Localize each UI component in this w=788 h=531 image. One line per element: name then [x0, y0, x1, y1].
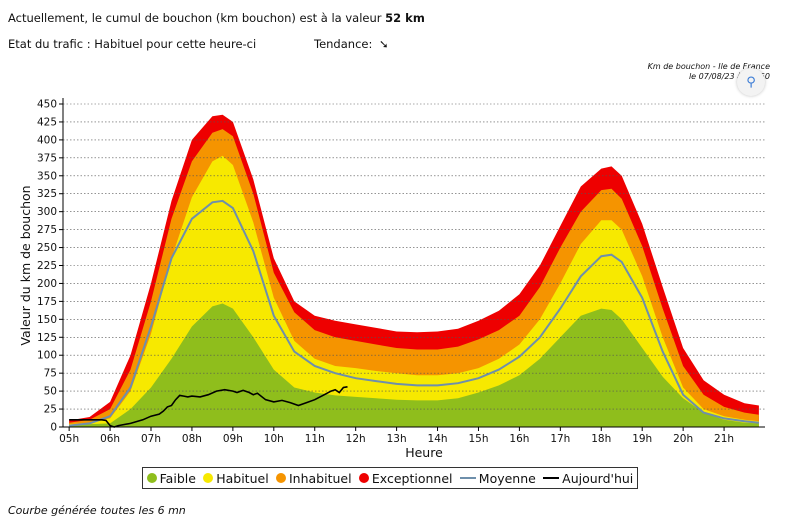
y-tick-label: 150 — [37, 314, 57, 326]
legend-swatch — [146, 473, 157, 483]
x-tick-label: 14h — [428, 433, 448, 445]
y-tick-label: 225 — [37, 260, 57, 272]
legend-swatch — [275, 473, 286, 483]
y-tick-label: 250 — [37, 242, 57, 254]
y-axis-label: Valeur du km de bouchon — [18, 185, 33, 345]
cumul-prefix: Actuellement, le cumul de bouchon (km bo… — [8, 11, 382, 25]
x-tick-label: 16h — [509, 433, 529, 445]
y-tick-label: 300 — [37, 206, 57, 218]
line-moyenne — [68, 199, 759, 427]
zoom-icon: ⚲ — [746, 74, 756, 90]
legend-item: Habituel — [203, 470, 269, 486]
caption-line1: Km de bouchon - Ile de France — [647, 62, 770, 71]
x-axis-label: Heure — [405, 445, 443, 460]
chart-grid — [63, 103, 765, 410]
tendance-label: Tendance: — [314, 37, 373, 51]
x-tick-label: 18h — [591, 433, 611, 445]
y-tick-label: 50 — [44, 386, 57, 398]
y-tick-label: 400 — [37, 134, 57, 146]
legend-item: Aujourd'hui — [543, 471, 633, 486]
arrow-down-right-icon: ➘ — [379, 37, 389, 51]
tendance: Tendance: ➘ — [314, 37, 389, 51]
chart-legend: Faible Habituel Inhabituel Exceptionnel Moye… — [142, 467, 638, 489]
y-tick-label: 325 — [37, 188, 57, 200]
y-tick-label: 275 — [37, 224, 57, 236]
legend-item: Inhabituel — [275, 470, 352, 486]
y-tick-label: 200 — [37, 278, 57, 290]
legend-swatch — [543, 477, 560, 479]
y-tick-label: 425 — [37, 116, 57, 128]
x-tick-label: 15h — [468, 433, 488, 445]
x-tick-label: 20h — [673, 433, 693, 445]
caption-line2: le 07/08/23 à 11h50 — [688, 72, 770, 81]
legend-label: Inhabituel — [288, 470, 352, 486]
area-faible — [69, 303, 759, 427]
x-tick-label: 07h — [141, 433, 161, 445]
chart-lines — [68, 199, 759, 428]
chart-areas — [69, 114, 759, 428]
chart-axes: 0 25 50 75 100 125 150 175 200 225 250 275 300 325 350… — [18, 98, 765, 460]
y-tick-label: 0 — [50, 422, 57, 434]
cumul-value: 52 km — [385, 11, 425, 25]
legend-swatch — [203, 473, 214, 483]
y-tick-label: 125 — [37, 332, 57, 344]
x-tick-label: 21h — [714, 433, 734, 445]
x-tick-label: 11h — [305, 433, 325, 445]
y-tick-label: 75 — [44, 368, 57, 380]
cumul-text: Actuellement, le cumul de bouchon (km bo… — [8, 11, 425, 25]
y-tick-label: 25 — [44, 404, 57, 416]
x-tick-label: 19h — [632, 433, 652, 445]
legend-label: Faible — [159, 470, 196, 486]
legend-swatch — [358, 473, 369, 483]
chart-caption: Km de bouchon - Ile de France le 07/08/2… — [648, 62, 770, 82]
traffic-chart: 0 25 50 75 100 125 150 175 200 225 250 275 300 325 350… — [18, 98, 765, 460]
x-tick-label: 13h — [387, 433, 407, 445]
legend-swatch — [459, 477, 476, 479]
legend-item: Moyenne — [459, 470, 536, 486]
etat-trafic-text: Etat du trafic : Habituel pour cette heu… — [8, 37, 257, 51]
y-tick-label: 450 — [37, 99, 57, 111]
y-tick-label: 100 — [37, 350, 57, 362]
footer-note: Courbe générée toutes les 6 mn — [8, 504, 186, 517]
zoom-button[interactable]: ⚲ — [737, 68, 765, 96]
legend-item: Faible — [146, 470, 196, 486]
x-tick-label: 12h — [346, 433, 366, 445]
y-tick-label: 350 — [37, 170, 57, 182]
y-tick-label: 375 — [37, 152, 57, 164]
x-tick-label: 10h — [264, 433, 284, 445]
line-aujourdhui — [69, 386, 348, 428]
legend-label: Aujourd'hui — [562, 470, 634, 486]
legend-label: Exceptionnel — [371, 470, 453, 486]
y-tick-label: 175 — [37, 296, 57, 308]
x-tick-label: 08h — [182, 433, 202, 445]
x-tick-label: 06h — [100, 433, 120, 445]
legend-label: Moyenne — [478, 470, 536, 486]
legend-item: Exceptionnel — [358, 470, 453, 486]
legend-label: Habituel — [216, 470, 269, 486]
x-tick-label: 09h — [223, 433, 243, 445]
x-tick-label: 17h — [550, 433, 570, 445]
x-tick-label: 05h — [59, 433, 79, 445]
